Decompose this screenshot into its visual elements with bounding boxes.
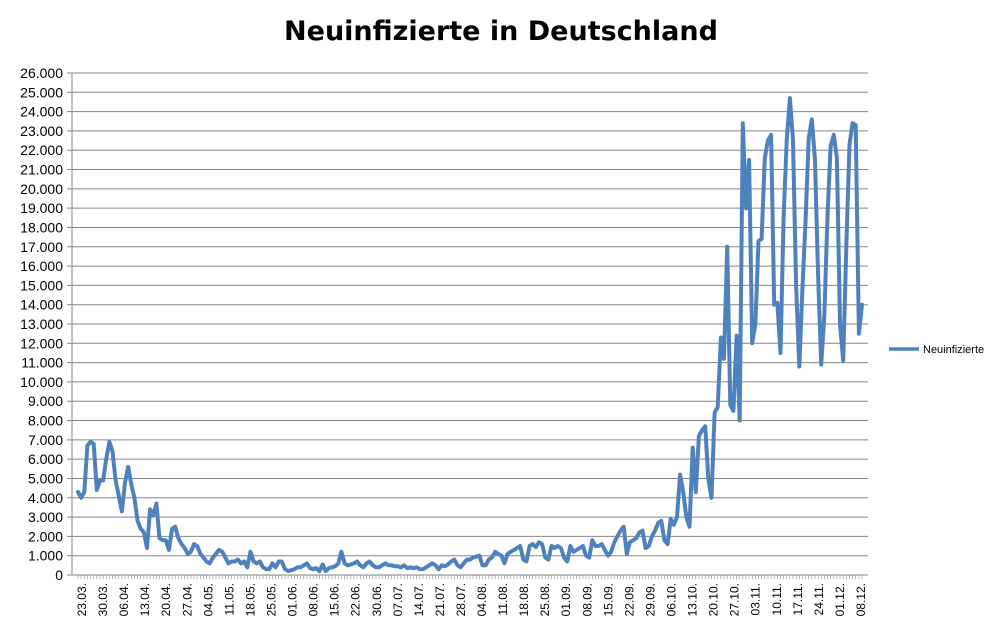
x-tick-label: 20.10. [707,583,721,616]
y-tick-label: 26.000 [20,65,63,81]
y-tick-label: 14.000 [20,297,63,313]
x-tick-label: 17.11. [791,583,805,615]
y-tick-label: 8.000 [28,413,63,429]
y-tick-label: 0 [55,567,63,583]
y-tick-label: 10.000 [20,374,63,390]
x-tick-label: 28.07. [454,583,468,616]
x-tick-label: 08.09. [580,583,594,616]
y-tick-label: 23.000 [20,123,63,139]
axes [67,72,868,579]
y-tick-label: 11.000 [21,355,63,371]
x-tick-label: 25.08. [538,583,552,616]
y-tick-label: 22.000 [20,142,63,158]
y-tick-label: 6.000 [28,451,63,467]
x-tick-label: 11.05. [222,583,236,615]
x-tick-label: 10.11. [770,583,784,615]
y-tick-label: 1.000 [28,548,63,564]
x-tick-label: 03.11. [749,583,763,615]
x-tick-label: 08.12. [854,583,868,616]
y-tick-label: 18.000 [20,219,63,235]
x-tick-label: 08.06. [307,583,321,616]
y-tick-labels: 0 1.000 2.000 3.000 4.000 5.000 6.000 7.000 8.00… [20,65,63,583]
y-tick-label: 17.000 [20,239,63,255]
series-line-neuinfizierte [76,96,864,574]
y-tick-label: 3.000 [28,509,63,525]
x-tick-label: 15.09. [601,583,615,616]
legend-label: Neuinfizierte [923,344,984,356]
x-tick-label: 27.04. [180,583,194,616]
x-tick-label: 30.06. [370,583,384,616]
x-tick-label: 01.12. [833,583,847,616]
x-tick-label: 14.07. [412,583,426,616]
x-tick-label: 01.06. [286,583,300,616]
x-tick-label: 23.03. [75,583,89,616]
y-tick-label: 15.000 [20,277,63,293]
x-tick-label: 27.10. [728,583,742,616]
y-tick-label: 12.000 [20,335,63,351]
y-tick-label: 13.000 [20,316,63,332]
grid-lines [72,72,868,557]
x-tick-label: 25.05. [264,583,278,616]
legend: Neuinfizierte [889,344,984,356]
y-tick-label: 16.000 [20,258,63,274]
chart-title: Neuinfizierte in Deutschland [284,16,718,47]
y-tick-label: 20.000 [20,181,63,197]
x-tick-label: 20.04. [159,583,173,616]
x-tick-label: 04.05. [201,583,215,616]
x-tick-label: 01.09. [559,583,573,616]
x-tick-label: 07.07. [391,583,405,616]
x-tick-label: 24.11. [812,583,826,615]
x-tick-label: 30.03. [96,583,110,616]
x-tick-label: 22.06. [349,583,363,616]
series-lines [76,96,864,574]
y-tick-label: 9.000 [28,393,63,409]
x-tick-label: 15.06. [328,583,342,616]
x-tick-label: 06.04. [117,583,131,616]
x-tick-label: 18.05. [243,583,257,616]
x-tick-label: 22.09. [622,583,636,616]
y-tick-label: 2.000 [28,528,63,544]
y-tick-label: 7.000 [28,432,63,448]
y-tick-label: 21.000 [20,162,63,178]
y-tick-label: 4.000 [28,490,63,506]
x-tick-label: 11.08. [496,583,510,615]
x-tick-labels: 23.03. 30.03. 06.04. 13.04. 20.04. 27.04. 04.0… [75,583,868,616]
x-tick-label: 21.07. [433,583,447,616]
x-tick-label: 06.10. [665,583,679,616]
x-tick-label: 13.04. [138,583,152,616]
y-tick-label: 19.000 [20,200,63,216]
x-tick-label: 18.08. [517,583,531,616]
x-tick-label: 13.10. [686,583,700,616]
y-tick-label: 25.000 [20,84,63,100]
x-tick-label: 29.09. [643,583,657,616]
y-tick-label: 5.000 [28,470,63,486]
y-tick-label: 24.000 [20,104,63,120]
x-tick-label: 04.08. [475,583,489,616]
